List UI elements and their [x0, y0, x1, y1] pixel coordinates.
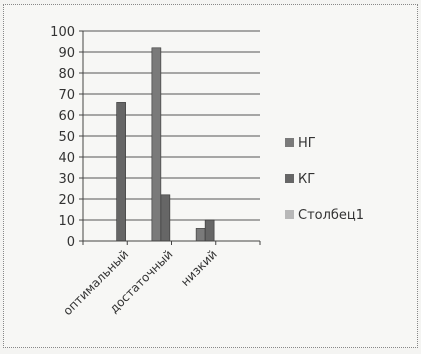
y-tick-label: 30 — [58, 172, 75, 187]
grid-lines — [83, 30, 260, 242]
bar — [116, 102, 126, 242]
x-tick-label: низкий — [178, 247, 220, 289]
y-tick-label: 0 — [67, 235, 75, 250]
y-tick-label: 10 — [58, 214, 75, 229]
bars — [116, 47, 215, 242]
chart-frame: 0 10 20 30 40 50 60 70 80 90 100 оптимальный достат… — [3, 4, 418, 348]
y-tick-label: 100 — [50, 25, 75, 40]
legend-label: КГ — [298, 172, 315, 187]
y-tick-label: 20 — [58, 193, 75, 208]
legend-swatch — [285, 138, 294, 147]
y-tick-label: 90 — [58, 46, 75, 61]
bar-chart: 0 10 20 30 40 50 60 70 80 90 100 оптимальныйдостат… — [50, 25, 364, 318]
y-tick-label: 80 — [58, 67, 75, 82]
y-tick-label: 70 — [58, 88, 75, 103]
bar — [151, 47, 162, 242]
legend-label: НГ — [298, 136, 316, 151]
y-tick-label: 40 — [58, 151, 75, 166]
legend: НГ КГ Столбец1 — [285, 136, 364, 223]
y-tick-label: 60 — [58, 109, 75, 124]
y-axis: 0 10 20 30 40 50 60 70 80 90 100 — [50, 25, 84, 250]
bar — [160, 194, 171, 242]
legend-swatch — [285, 210, 294, 219]
bar — [195, 228, 206, 242]
bar — [204, 219, 215, 242]
legend-label: Столбец1 — [298, 208, 364, 223]
legend-swatch — [285, 174, 294, 183]
y-tick-label: 50 — [58, 130, 75, 145]
